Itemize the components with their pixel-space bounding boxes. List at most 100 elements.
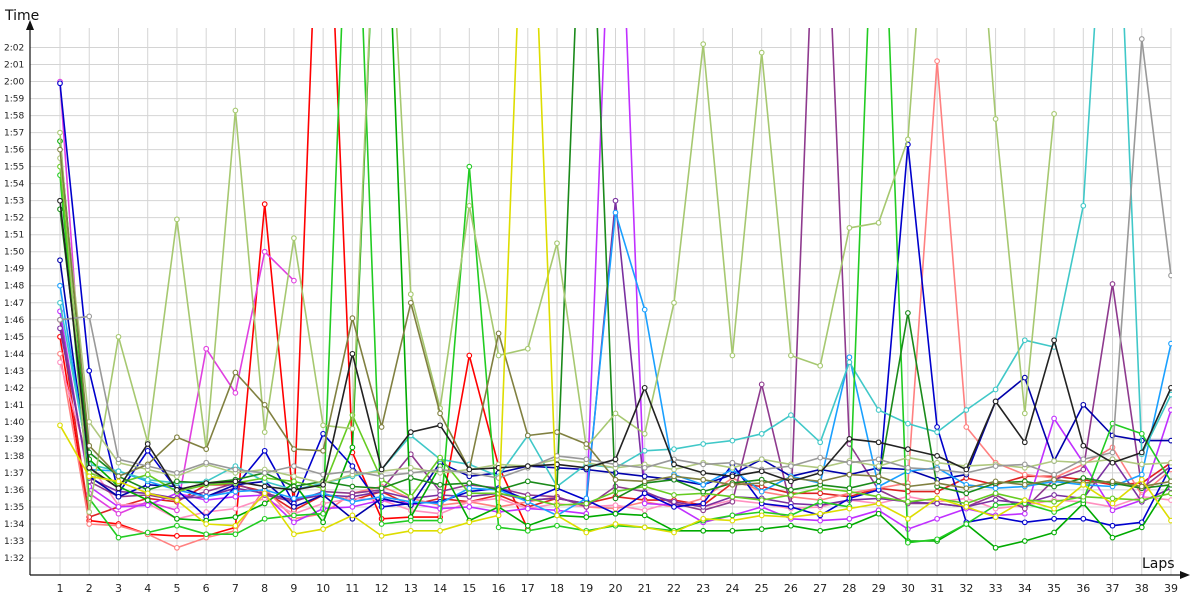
data-point bbox=[437, 410, 443, 417]
data-point bbox=[905, 420, 911, 427]
y-tick-label: 1:52 bbox=[4, 214, 24, 224]
y-tick-label: 1:40 bbox=[4, 418, 24, 428]
data-point bbox=[612, 510, 619, 517]
y-tick-label: 1:32 bbox=[4, 554, 24, 564]
data-point bbox=[174, 478, 180, 485]
data-point bbox=[583, 495, 590, 502]
data-point bbox=[846, 436, 853, 442]
data-point bbox=[437, 466, 443, 473]
data-point bbox=[554, 429, 560, 435]
data-point bbox=[700, 527, 707, 534]
x-tick-label: 37 bbox=[1106, 582, 1120, 595]
x-axis-title: Laps bbox=[1142, 556, 1175, 572]
x-tick-label: 6 bbox=[203, 582, 210, 595]
data-point bbox=[1021, 481, 1028, 488]
y-tick-label: 2:00 bbox=[4, 78, 24, 88]
data-point bbox=[320, 422, 326, 429]
data-point bbox=[1080, 475, 1087, 481]
data-point bbox=[86, 367, 93, 374]
x-tick-label: 7 bbox=[232, 582, 239, 595]
data-point bbox=[1168, 272, 1172, 279]
data-point bbox=[641, 490, 648, 497]
data-point bbox=[232, 466, 239, 473]
data-point bbox=[934, 480, 940, 486]
data-point bbox=[729, 473, 736, 480]
data-point bbox=[875, 439, 882, 446]
x-tick-label: 22 bbox=[667, 582, 681, 595]
data-point bbox=[729, 459, 736, 466]
x-axis-arrow bbox=[1180, 571, 1190, 579]
data-point bbox=[466, 480, 473, 486]
data-point bbox=[758, 381, 765, 388]
data-point bbox=[57, 129, 63, 136]
data-point bbox=[641, 306, 648, 313]
series-lines bbox=[57, 28, 1172, 551]
series-21 bbox=[57, 197, 1172, 493]
data-point bbox=[466, 485, 473, 492]
data-point bbox=[1168, 517, 1172, 524]
data-point bbox=[291, 504, 297, 510]
data-point bbox=[1138, 497, 1145, 503]
data-point bbox=[437, 454, 443, 461]
data-point bbox=[963, 504, 970, 510]
data-point bbox=[1080, 456, 1087, 463]
data-point bbox=[466, 466, 473, 473]
data-point bbox=[992, 490, 999, 497]
data-point bbox=[524, 527, 531, 534]
data-point bbox=[1051, 483, 1057, 490]
data-point bbox=[1109, 478, 1116, 485]
x-tick-label: 16 bbox=[492, 582, 506, 595]
data-point bbox=[1021, 505, 1028, 512]
data-point bbox=[320, 519, 326, 526]
data-point bbox=[57, 197, 63, 204]
data-point bbox=[583, 441, 590, 447]
data-point bbox=[86, 521, 93, 527]
data-point bbox=[1138, 524, 1145, 531]
x-tick-label: 13 bbox=[404, 582, 418, 595]
data-point bbox=[203, 493, 210, 500]
data-point bbox=[963, 485, 970, 492]
data-point bbox=[1021, 538, 1028, 544]
data-point bbox=[641, 447, 648, 454]
y-tick-label: 2:01 bbox=[4, 61, 24, 71]
data-point bbox=[846, 485, 853, 492]
data-point bbox=[57, 359, 63, 366]
y-tick-label: 1:59 bbox=[4, 95, 24, 105]
x-tick-label: 38 bbox=[1135, 582, 1149, 595]
x-tick-label: 8 bbox=[261, 582, 268, 595]
data-point bbox=[1051, 415, 1057, 422]
data-point bbox=[1021, 337, 1028, 344]
data-point bbox=[232, 531, 239, 538]
data-point bbox=[524, 505, 531, 512]
x-tick-label: 9 bbox=[290, 582, 297, 595]
data-point bbox=[817, 454, 824, 461]
data-point bbox=[905, 454, 911, 461]
data-point bbox=[846, 505, 853, 512]
data-point bbox=[232, 514, 239, 520]
data-point bbox=[57, 350, 63, 357]
data-point bbox=[817, 517, 824, 524]
data-point bbox=[788, 514, 794, 520]
data-point bbox=[700, 470, 707, 476]
data-point bbox=[437, 527, 443, 534]
data-point bbox=[407, 429, 414, 435]
data-point bbox=[1021, 510, 1028, 517]
data-point bbox=[1080, 401, 1087, 408]
data-point bbox=[963, 490, 970, 497]
data-point bbox=[700, 461, 707, 468]
data-point bbox=[1168, 459, 1172, 466]
data-point bbox=[729, 464, 736, 471]
y-tick-label: 1:33 bbox=[4, 537, 24, 547]
data-point bbox=[875, 478, 882, 485]
data-point bbox=[466, 519, 473, 526]
data-point bbox=[817, 470, 824, 476]
data-point bbox=[349, 350, 356, 357]
x-tick-label: 12 bbox=[375, 582, 389, 595]
data-point bbox=[1109, 449, 1116, 456]
x-tick-label: 31 bbox=[930, 582, 944, 595]
data-point bbox=[992, 386, 999, 393]
data-point bbox=[1021, 439, 1028, 446]
y-axis-arrow bbox=[26, 20, 34, 30]
data-point bbox=[758, 468, 765, 475]
